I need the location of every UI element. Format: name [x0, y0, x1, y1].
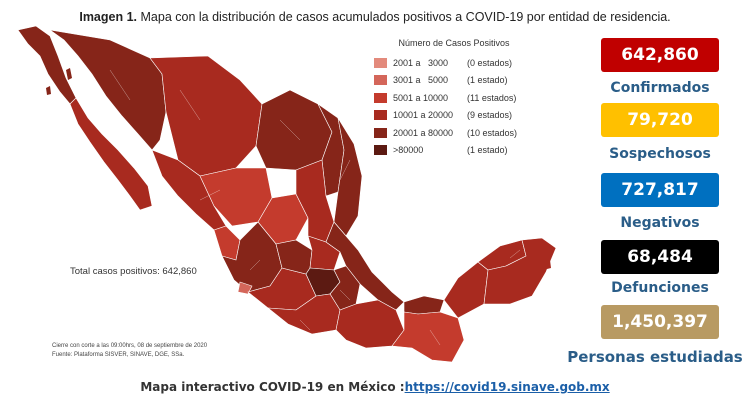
legend-range: 5001 a 10000: [393, 92, 449, 103]
legend-count: (1 estado): [467, 145, 508, 156]
stat-negative-label: Negativos: [620, 215, 700, 231]
figure-title: Imagen 1. Mapa con la distribución de ca…: [0, 10, 750, 24]
figure-title-prefix: Imagen 1.: [79, 10, 138, 24]
stat-suspected-value: 79,720: [601, 103, 719, 137]
state-quintana-roo[interactable]: [483, 237, 557, 305]
state-baja-california-sur[interactable]: [69, 97, 153, 211]
state-campeche[interactable]: [443, 261, 489, 319]
state-coahuila[interactable]: [255, 89, 333, 171]
stat-studied-value: 1,450,397: [601, 305, 719, 339]
legend-item: 5001 a 10000 (11 estados): [374, 89, 534, 107]
legend-count: (1 estado): [467, 75, 508, 86]
island-cedros: [46, 86, 51, 95]
state-colima[interactable]: [237, 281, 253, 295]
legend-title: Número de Casos Positivos: [398, 38, 510, 48]
cutoff-note: Cierre con corte a las 09:00hrs, 08 de s…: [52, 343, 208, 349]
legend-item: >80000 (1 estado): [374, 142, 534, 160]
state-nayarit[interactable]: [213, 225, 241, 261]
stat-confirmed-label: Confirmados: [610, 80, 710, 96]
legend-range: >80000: [393, 145, 424, 156]
legend-count: (0 estados): [467, 57, 513, 68]
mexico-map: [17, 25, 557, 363]
legend-count: (10 estados): [467, 127, 518, 138]
stat-negative-value: 727,817: [601, 173, 719, 207]
legend-range: 3001 a 5000: [393, 75, 449, 86]
map-legend: Número de Casos Positivos 2001 a 3000 (0…: [374, 38, 534, 159]
stat-deaths-label: Defunciones: [611, 280, 709, 296]
state-tabasco[interactable]: [403, 295, 445, 315]
stat-studied-label: Personas estudiadas: [567, 348, 743, 366]
legend-item: 20001 a 80000 (10 estados): [374, 124, 534, 142]
legend-swatch: [374, 110, 387, 121]
state-chiapas[interactable]: [391, 311, 465, 363]
legend-range: 2001 a 3000: [393, 57, 449, 68]
island-tiburon: [66, 68, 72, 80]
legend-swatch: [374, 57, 387, 68]
legend-swatch: [374, 92, 387, 103]
legend-range: 20001 a 80000: [393, 127, 454, 138]
legend-count: (11 estados): [467, 92, 517, 103]
footer: Mapa interactivo COVID-19 en México :htt…: [0, 380, 750, 394]
legend-swatch: [374, 145, 387, 156]
legend-item: 10001 a 20000 (9 estados): [374, 107, 534, 125]
legend-item: 2001 a 3000 (0 estados): [374, 54, 534, 72]
figure-title-text: Mapa con la distribución de casos acumul…: [140, 10, 671, 24]
legend-swatch: [374, 127, 387, 138]
legend-range: 10001 a 20000: [393, 110, 454, 121]
legend-swatch: [374, 75, 387, 86]
total-cases-label: Total casos positivos: 642,860: [70, 266, 197, 277]
island-cozumel: [546, 260, 551, 269]
source-note: Fuente: Plataforma SISVER, SINAVE, DGE, …: [52, 352, 185, 358]
stat-deaths-value: 68,484: [601, 240, 719, 274]
footer-text: Mapa interactivo COVID-19 en México :: [140, 380, 405, 394]
stat-confirmed-value: 642,860: [601, 38, 719, 72]
internal-borders: [109, 69, 521, 346]
legend-item: 3001 a 5000 (1 estado): [374, 72, 534, 90]
state-oaxaca[interactable]: [335, 299, 405, 349]
footer-link[interactable]: https://covid19.sinave.gob.mx: [404, 380, 610, 394]
legend-count: (9 estados): [467, 110, 513, 121]
stat-suspected-label: Sospechosos: [609, 146, 711, 162]
